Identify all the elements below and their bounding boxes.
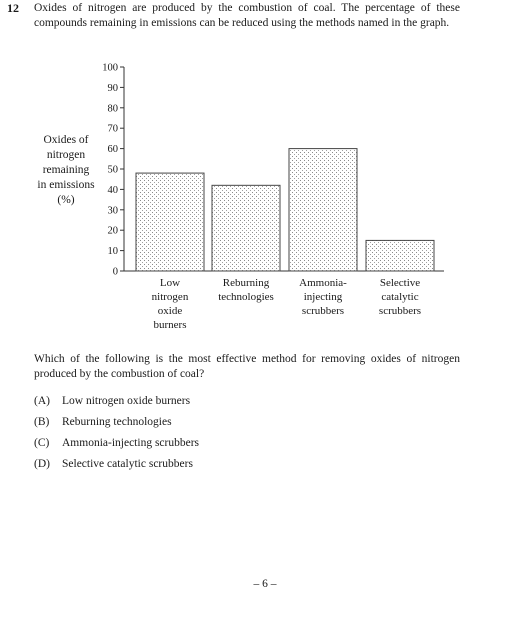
y-tick-label: 50 (108, 165, 119, 176)
y-tick-label: 90 (108, 83, 119, 94)
option-letter: (C) (34, 437, 50, 449)
y-axis-label: Oxides of nitrogen remaining in emission… (34, 133, 98, 208)
y-tick-label: 80 (108, 103, 119, 114)
y-tick-label: 10 (108, 246, 119, 257)
option-text: Reburning technologies (62, 416, 172, 428)
option-d[interactable]: (D) Selective catalytic scrubbers (34, 457, 193, 472)
option-c[interactable]: (C) Ammonia-injecting scrubbers (34, 436, 199, 451)
bar (211, 184, 281, 272)
option-text: Selective catalytic scrubbers (62, 458, 193, 470)
category-label: Low (160, 277, 180, 289)
category-label: catalytic (381, 291, 418, 303)
bar (365, 239, 435, 272)
option-letter: (B) (34, 416, 50, 428)
y-tick-label: 20 (108, 226, 119, 237)
question-prompt: Which of the following is the most effec… (34, 353, 460, 380)
category-label: technologies (218, 291, 274, 303)
category-label: Reburning (223, 277, 270, 289)
question-stem: Oxides of nitrogen are produced by the c… (34, 2, 460, 29)
option-letter: (D) (34, 458, 50, 470)
y-axis-label-line: remaining (42, 164, 90, 176)
y-axis-label-line: nitrogen (46, 149, 86, 161)
y-tick-label: 70 (108, 124, 119, 135)
category-label: scrubbers (379, 305, 421, 317)
question-number: 12 (7, 1, 19, 15)
category-label: burners (154, 319, 187, 331)
category-label: Ammonia- (299, 277, 347, 289)
category-label: scrubbers (302, 305, 344, 317)
bar-chart: 0 10 20 30 40 50 60 70 80 90 100 Low nitrogen oxide bu… (102, 63, 444, 331)
y-tick-label: 100 (102, 63, 118, 74)
category-label: injecting (304, 291, 343, 303)
option-a[interactable]: (A) Low nitrogen oxide burners (34, 394, 190, 409)
option-text: Low nitrogen oxide burners (62, 395, 191, 407)
option-letter: (A) (34, 395, 50, 407)
y-tick-label: 30 (108, 205, 119, 216)
bar (288, 148, 358, 272)
y-axis-label-line: (%) (57, 194, 75, 206)
option-text: Ammonia-injecting scrubbers (62, 437, 200, 449)
category-label: nitrogen (152, 291, 189, 303)
category-label: Selective (380, 277, 420, 289)
bar (135, 172, 205, 272)
y-tick-label: 0 (113, 267, 118, 278)
y-axis-label-line: Oxides of (43, 134, 89, 146)
option-b[interactable]: (B) Reburning technologies (34, 415, 172, 430)
page-number: – 6 – (253, 578, 277, 590)
category-label: oxide (158, 305, 183, 317)
y-axis-label-line: in emissions (37, 179, 95, 191)
y-tick-label: 40 (108, 185, 119, 196)
y-tick-label: 60 (108, 144, 119, 155)
